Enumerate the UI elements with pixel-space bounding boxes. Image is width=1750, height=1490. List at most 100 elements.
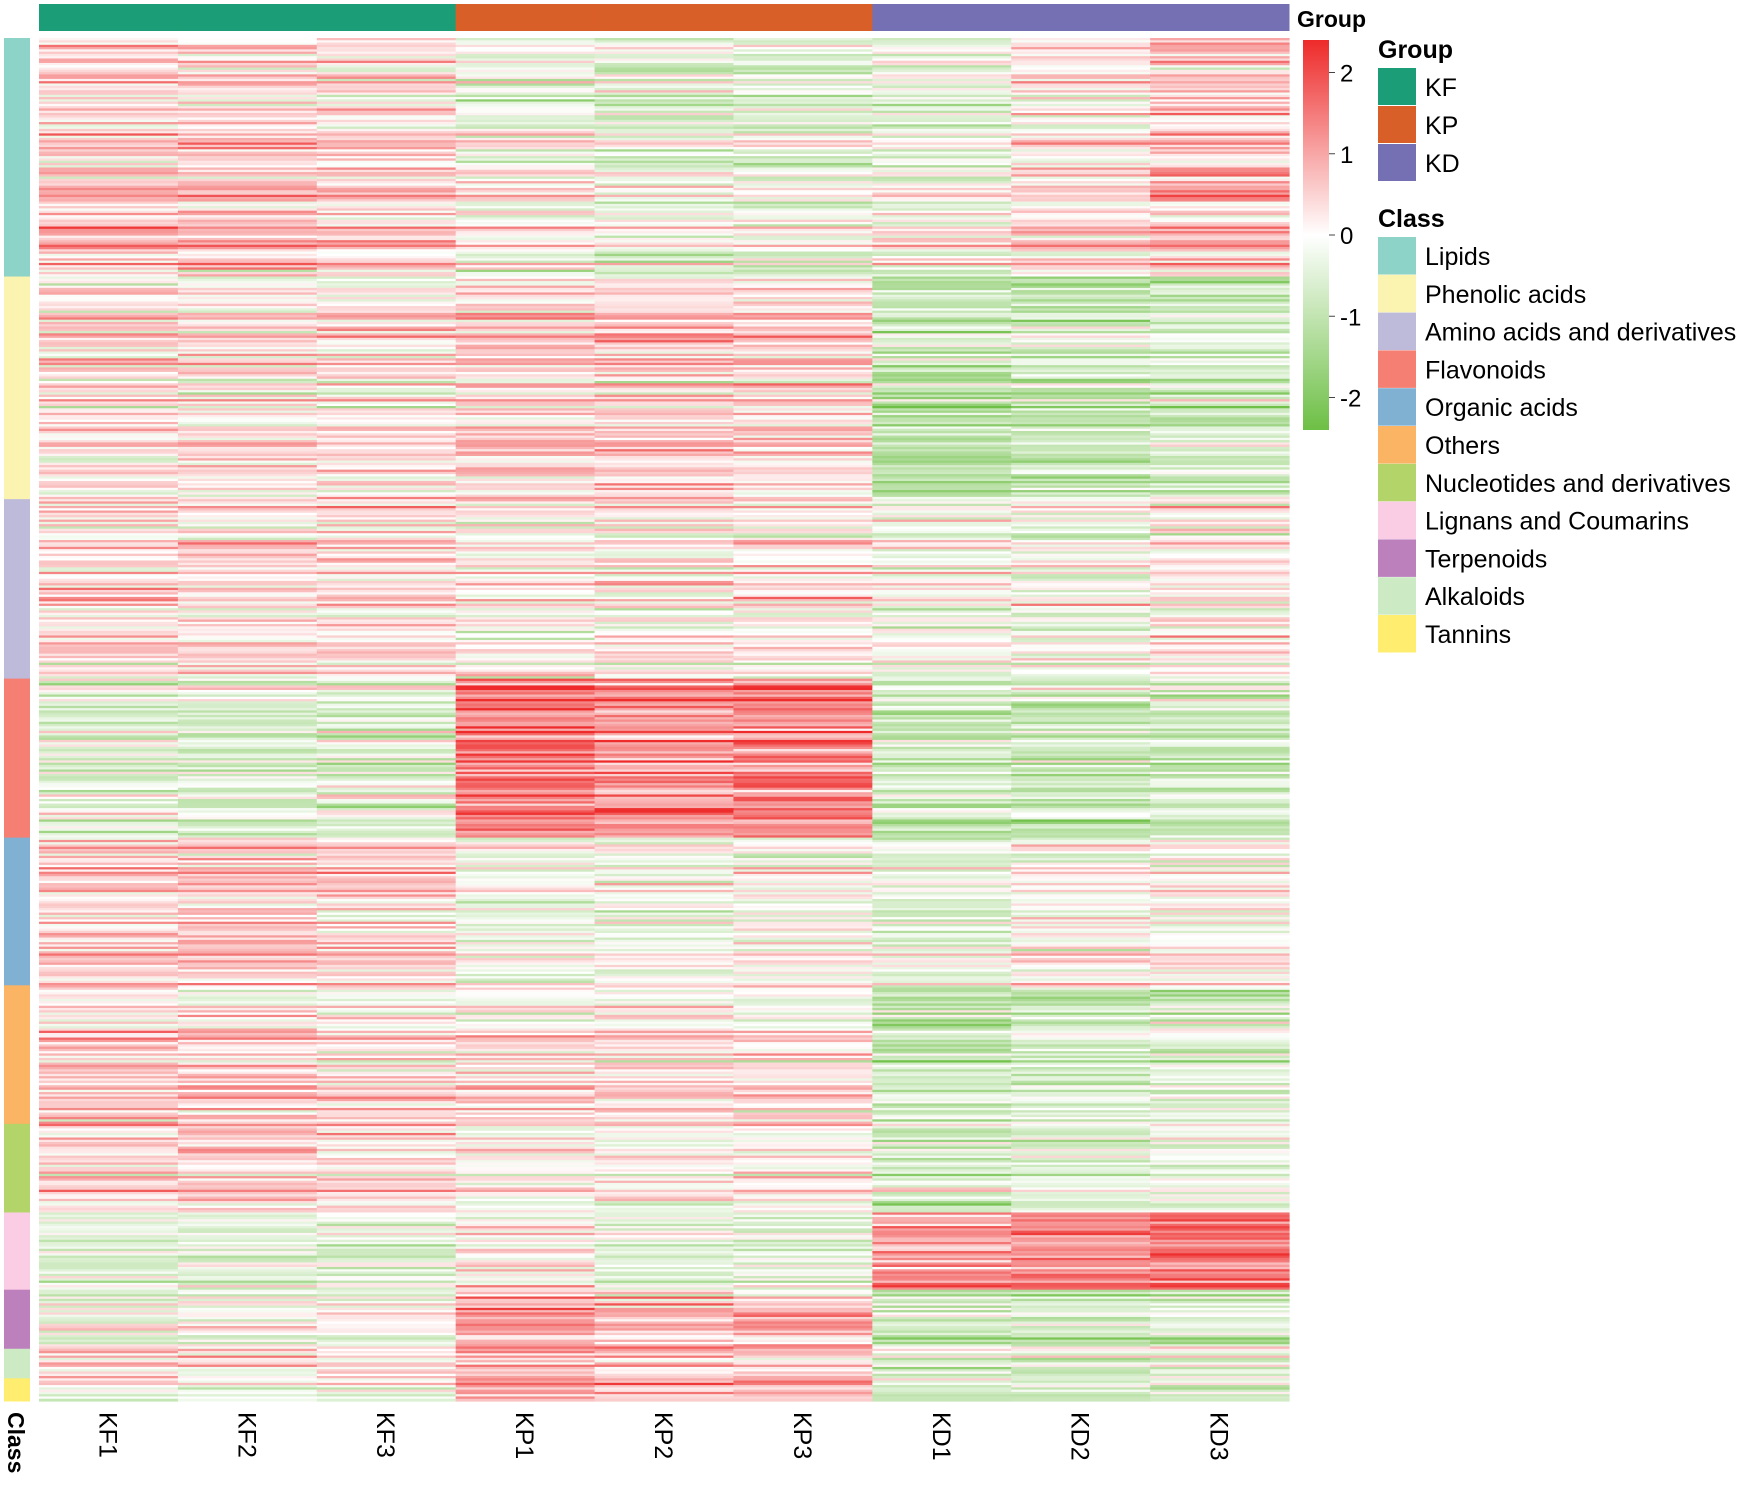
heatmap-cell xyxy=(177,265,318,269)
heatmap-cell xyxy=(316,505,457,509)
heatmap-cell xyxy=(594,1142,735,1145)
heatmap-cell xyxy=(872,710,1012,714)
heatmap-cell xyxy=(39,649,179,652)
heatmap-cell xyxy=(872,346,1012,350)
heatmap-cell xyxy=(872,926,1012,930)
heatmap-cell xyxy=(872,451,1012,455)
heatmap-cell xyxy=(177,842,318,846)
heatmap-cell xyxy=(733,1157,873,1161)
heatmap-cell xyxy=(594,951,735,955)
heatmap-cell xyxy=(1150,880,1290,884)
heatmap-cell xyxy=(594,308,735,312)
heatmap-cell xyxy=(316,460,457,464)
heatmap-cell xyxy=(177,873,318,877)
heatmap-cell xyxy=(177,1216,318,1220)
heatmap-cell xyxy=(872,817,1012,821)
heatmap-cell xyxy=(1011,299,1151,303)
heatmap-cell xyxy=(1011,1010,1151,1014)
heatmap-cell xyxy=(39,178,179,182)
heatmap-cell xyxy=(1150,896,1290,900)
heatmap-cell xyxy=(594,1019,735,1023)
heatmap-cell xyxy=(177,1255,318,1259)
heatmap-cell xyxy=(39,667,179,671)
heatmap-cell xyxy=(455,1110,596,1114)
heatmap-cell xyxy=(177,378,318,382)
heatmap-cell xyxy=(1011,1262,1151,1266)
heatmap-cell xyxy=(316,83,457,87)
heatmap-cell xyxy=(594,421,735,425)
heatmap-cell xyxy=(39,1012,179,1016)
heatmap-cell xyxy=(1150,471,1290,475)
heatmap-cell xyxy=(594,119,735,123)
heatmap-cell xyxy=(39,210,179,214)
heatmap-cell xyxy=(39,1082,179,1086)
heatmap-cell xyxy=(1011,483,1151,487)
heatmap-cell xyxy=(455,1035,596,1039)
heatmap-cell xyxy=(1011,694,1151,698)
heatmap-cell xyxy=(1011,1257,1151,1261)
heatmap-cell xyxy=(594,210,735,214)
heatmap-cell xyxy=(39,390,179,393)
heatmap-cell xyxy=(177,885,318,889)
heatmap-cell xyxy=(177,1051,318,1055)
heatmap-cell xyxy=(1011,583,1151,587)
heatmap-cell xyxy=(1150,94,1290,98)
heatmap-cell xyxy=(1011,540,1151,543)
heatmap-cell xyxy=(455,760,596,764)
heatmap-cell xyxy=(1011,1137,1151,1141)
heatmap-cell xyxy=(1150,642,1290,646)
heatmap-cell xyxy=(1150,585,1290,589)
heatmap-cell xyxy=(872,321,1012,325)
heatmap-cell xyxy=(872,644,1012,648)
heatmap-cell xyxy=(39,458,179,462)
heatmap-cell xyxy=(1011,353,1151,357)
heatmap-cell xyxy=(455,165,596,169)
heatmap-cell xyxy=(1150,664,1290,668)
heatmap-cell xyxy=(872,1214,1012,1218)
heatmap-cell xyxy=(872,499,1012,503)
heatmap-cell xyxy=(594,1232,735,1236)
heatmap-cell xyxy=(39,1103,179,1107)
heatmap-cell xyxy=(872,1098,1012,1102)
heatmap-cell xyxy=(1150,1167,1290,1170)
heatmap-cell xyxy=(872,231,1012,234)
heatmap-cell xyxy=(1150,1207,1290,1211)
heatmap-cell xyxy=(316,237,457,241)
heatmap-cell xyxy=(1011,1008,1151,1011)
heatmap-cell xyxy=(733,178,873,182)
heatmap-cell xyxy=(594,762,735,766)
heatmap-cell xyxy=(872,792,1012,796)
heatmap-cell xyxy=(1011,978,1151,982)
heatmap-cell xyxy=(455,630,596,634)
heatmap-cell xyxy=(1150,919,1290,923)
heatmap-cell xyxy=(177,101,318,105)
heatmap-cell xyxy=(733,721,873,725)
heatmap-cell xyxy=(1150,1046,1290,1050)
heatmap-cell xyxy=(39,374,179,378)
heatmap-cell xyxy=(316,674,457,677)
heatmap-cell xyxy=(455,617,596,621)
heatmap-cell xyxy=(177,1155,318,1159)
heatmap-cell xyxy=(455,435,596,439)
heatmap-cell xyxy=(39,424,179,428)
heatmap-cell xyxy=(1011,674,1151,677)
heatmap-cell xyxy=(316,944,457,948)
heatmap-cell xyxy=(1150,960,1290,964)
heatmap-cell xyxy=(177,42,318,46)
heatmap-cell xyxy=(316,235,457,239)
heatmap-cell xyxy=(1150,619,1290,623)
heatmap-cell xyxy=(177,1269,318,1273)
heatmap-cell xyxy=(316,192,457,196)
heatmap-cell xyxy=(594,1167,735,1170)
heatmap-cell xyxy=(1011,567,1151,571)
heatmap-cell xyxy=(455,669,596,673)
heatmap-cell xyxy=(1150,326,1290,330)
heatmap-cell xyxy=(455,567,596,571)
heatmap-cell xyxy=(316,265,457,269)
heatmap-cell xyxy=(733,989,873,993)
heatmap-cell xyxy=(1150,728,1290,732)
heatmap-cell xyxy=(1150,1262,1290,1266)
heatmap-cell xyxy=(39,342,179,346)
heatmap-cell xyxy=(594,340,735,343)
heatmap-cell xyxy=(316,151,457,155)
